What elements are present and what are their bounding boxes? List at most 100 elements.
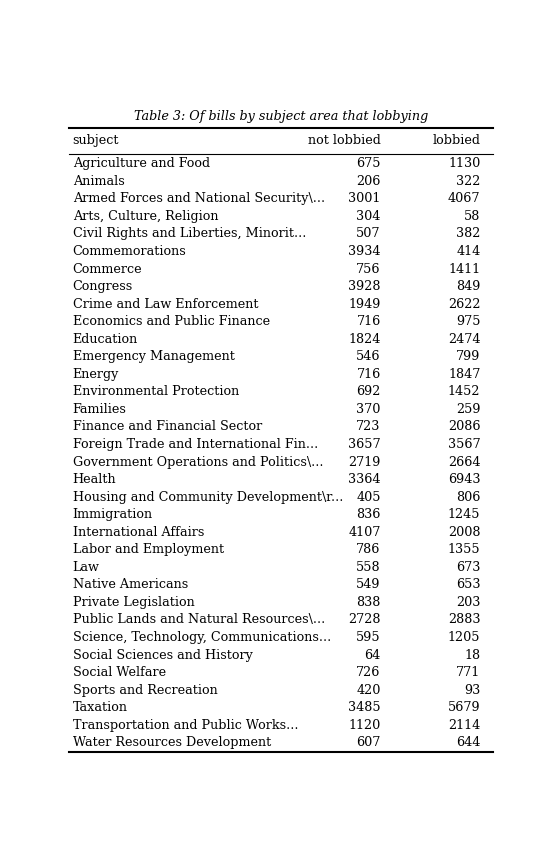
Text: 1824: 1824 (349, 333, 381, 346)
Text: Immigration: Immigration (73, 508, 153, 521)
Text: Private Legislation: Private Legislation (73, 596, 195, 609)
Text: 806: 806 (456, 490, 481, 503)
Text: 64: 64 (364, 649, 381, 662)
Text: 370: 370 (356, 403, 381, 416)
Text: 2664: 2664 (448, 455, 481, 468)
Text: Agriculture and Food: Agriculture and Food (73, 158, 210, 170)
Text: 771: 771 (456, 666, 481, 679)
Text: 322: 322 (456, 175, 481, 187)
Text: 3934: 3934 (348, 245, 381, 258)
Text: 549: 549 (356, 579, 381, 591)
Text: Energy: Energy (73, 368, 119, 381)
Text: Commemorations: Commemorations (73, 245, 186, 258)
Text: 716: 716 (356, 368, 381, 381)
Text: lobbied: lobbied (432, 134, 481, 147)
Text: Table 3: Of bills by subject area that lobbying: Table 3: Of bills by subject area that l… (134, 110, 428, 123)
Text: Environmental Protection: Environmental Protection (73, 385, 239, 398)
Text: 3928: 3928 (348, 280, 381, 293)
Text: 4107: 4107 (349, 526, 381, 538)
Text: Congress: Congress (73, 280, 133, 293)
Text: 653: 653 (456, 579, 481, 591)
Text: 675: 675 (356, 158, 381, 170)
Text: 2086: 2086 (448, 420, 481, 433)
Text: 18: 18 (464, 649, 481, 662)
Text: Health: Health (73, 473, 116, 486)
Text: 3567: 3567 (448, 438, 481, 451)
Text: 4067: 4067 (448, 193, 481, 205)
Text: 595: 595 (356, 631, 381, 644)
Text: 644: 644 (456, 736, 481, 749)
Text: Economics and Public Finance: Economics and Public Finance (73, 315, 270, 328)
Text: 203: 203 (456, 596, 481, 609)
Text: 304: 304 (356, 210, 381, 223)
Text: 414: 414 (456, 245, 481, 258)
Text: 838: 838 (356, 596, 381, 609)
Text: Civil Rights and Liberties, Minorit...: Civil Rights and Liberties, Minorit... (73, 228, 306, 241)
Text: 206: 206 (356, 175, 381, 187)
Text: not lobbied: not lobbied (308, 134, 381, 147)
Text: Transportation and Public Works...: Transportation and Public Works... (73, 719, 298, 732)
Text: 3001: 3001 (349, 193, 381, 205)
Text: Foreign Trade and International Fin...: Foreign Trade and International Fin... (73, 438, 318, 451)
Text: 1205: 1205 (448, 631, 481, 644)
Text: Animals: Animals (73, 175, 124, 187)
Text: Finance and Financial Sector: Finance and Financial Sector (73, 420, 262, 433)
Text: Families: Families (73, 403, 127, 416)
Text: 836: 836 (356, 508, 381, 521)
Text: 382: 382 (456, 228, 481, 241)
Text: 756: 756 (356, 263, 381, 276)
Text: 799: 799 (456, 350, 481, 363)
Text: International Affairs: International Affairs (73, 526, 204, 538)
Text: Social Sciences and History: Social Sciences and History (73, 649, 253, 662)
Text: 786: 786 (356, 544, 381, 556)
Text: 405: 405 (356, 490, 381, 503)
Text: subject: subject (73, 134, 119, 147)
Text: Labor and Employment: Labor and Employment (73, 544, 224, 556)
Text: Science, Technology, Communications...: Science, Technology, Communications... (73, 631, 331, 644)
Text: 1949: 1949 (349, 298, 381, 311)
Text: 58: 58 (464, 210, 481, 223)
Text: 2719: 2719 (349, 455, 381, 468)
Text: 259: 259 (456, 403, 481, 416)
Text: 723: 723 (356, 420, 381, 433)
Text: 3485: 3485 (348, 701, 381, 714)
Text: 975: 975 (456, 315, 481, 328)
Text: 2728: 2728 (348, 614, 381, 627)
Text: Sports and Recreation: Sports and Recreation (73, 684, 218, 697)
Text: 507: 507 (356, 228, 381, 241)
Text: 1452: 1452 (448, 385, 481, 398)
Text: 6943: 6943 (448, 473, 481, 486)
Text: Law: Law (73, 561, 100, 574)
Text: Social Welfare: Social Welfare (73, 666, 166, 679)
Text: 673: 673 (456, 561, 481, 574)
Text: 2622: 2622 (448, 298, 481, 311)
Text: Crime and Law Enforcement: Crime and Law Enforcement (73, 298, 258, 311)
Text: 1411: 1411 (448, 263, 481, 276)
Text: Water Resources Development: Water Resources Development (73, 736, 271, 749)
Text: 726: 726 (356, 666, 381, 679)
Text: Government Operations and Politics\...: Government Operations and Politics\... (73, 455, 323, 468)
Text: 5679: 5679 (448, 701, 481, 714)
Text: 692: 692 (356, 385, 381, 398)
Text: 3657: 3657 (348, 438, 381, 451)
Text: 849: 849 (456, 280, 481, 293)
Text: 1355: 1355 (448, 544, 481, 556)
Text: 607: 607 (356, 736, 381, 749)
Text: 1120: 1120 (349, 719, 381, 732)
Text: 2883: 2883 (448, 614, 481, 627)
Text: 420: 420 (356, 684, 381, 697)
Text: 3364: 3364 (348, 473, 381, 486)
Text: 93: 93 (464, 684, 481, 697)
Text: Native Americans: Native Americans (73, 579, 188, 591)
Text: Commerce: Commerce (73, 263, 142, 276)
Text: Education: Education (73, 333, 138, 346)
Text: 716: 716 (356, 315, 381, 328)
Text: Taxation: Taxation (73, 701, 128, 714)
Text: 2114: 2114 (448, 719, 481, 732)
Text: 546: 546 (356, 350, 381, 363)
Text: Armed Forces and National Security\...: Armed Forces and National Security\... (73, 193, 325, 205)
Text: 2008: 2008 (448, 526, 481, 538)
Text: 558: 558 (356, 561, 381, 574)
Text: 1847: 1847 (448, 368, 481, 381)
Text: 2474: 2474 (448, 333, 481, 346)
